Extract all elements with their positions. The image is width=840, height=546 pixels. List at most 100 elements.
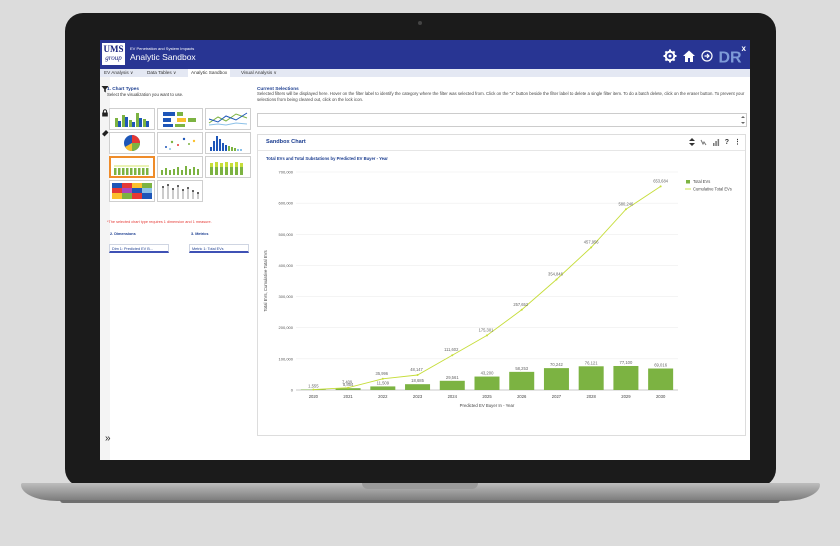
card-toolbar: ? ⋮: [688, 138, 741, 146]
bar-data-label: 18,685: [411, 378, 424, 383]
bar-data-label: 69,016: [654, 363, 667, 368]
bar: [405, 384, 431, 390]
brand-text: DR: [718, 49, 742, 67]
sort-icon[interactable]: [688, 138, 695, 146]
line-point: [659, 185, 662, 188]
line-data-label: 580,246: [619, 201, 635, 206]
line-data-label: 257,652: [513, 302, 529, 307]
main-nav: EV Analysis ∨ Data Tables ∨ Analytic San…: [100, 69, 750, 77]
bar-data-label: 70,242: [550, 362, 563, 367]
nav-ev-analysis[interactable]: EV Analysis ∨: [104, 70, 134, 75]
lock-icon[interactable]: [101, 109, 109, 117]
line-point: [347, 386, 350, 389]
legend-label: Total EVs: [693, 179, 710, 184]
left-rail: »: [100, 77, 111, 460]
laptop-base: [21, 483, 820, 501]
expand-panel-icon[interactable]: »: [105, 433, 111, 444]
chart-toggle-icon[interactable]: [712, 138, 720, 146]
app-header: UMS group EV Penetration and System Impa…: [100, 40, 750, 69]
home-icon[interactable]: [682, 49, 696, 63]
selections-box[interactable]: [257, 113, 747, 127]
y-tick-label: 300,000: [279, 294, 294, 299]
combo-chart: 0 100,000 200,000 300,000 400,000 500,000 600,…: [263, 170, 732, 409]
line-data-label: 7,409: [342, 380, 353, 385]
logout-icon[interactable]: [701, 50, 714, 62]
y-tick-label: 700,000: [279, 170, 294, 175]
bar-data-label: 11,509: [377, 380, 390, 385]
line-data-label: 48,147: [410, 367, 423, 372]
y-tick-label: 200,000: [279, 325, 294, 330]
current-selections-title: Current Selections: [257, 86, 299, 91]
nav-data-tables[interactable]: Data Tables ∨: [147, 70, 177, 75]
sandbox-chart-card: Sandbox Chart ? ⋮ Total EVs and Total Su…: [257, 134, 746, 436]
y-tick-label: 100,000: [279, 356, 294, 361]
chart-types-text: Select the visualization you want to use…: [107, 92, 184, 97]
bar-data-label: 58,253: [515, 366, 528, 371]
x-tick-label: 2027: [552, 394, 562, 399]
bar-data-label: 77,100: [620, 360, 633, 365]
line-point: [451, 354, 454, 357]
line-point: [590, 246, 593, 249]
laptop-foot: [60, 500, 780, 503]
line-point: [312, 388, 315, 391]
legend-label: Cumulative Total EVs: [693, 187, 732, 192]
x-tick-label: 2022: [378, 394, 388, 399]
camera-dot: [418, 21, 422, 25]
thumb-grouped-bar[interactable]: [157, 156, 203, 178]
bar: [613, 365, 639, 390]
y-tick-label: 500,000: [279, 232, 294, 237]
thumb-bar-chart[interactable]: [109, 108, 155, 130]
nav-visual-analysis[interactable]: Visual Analysis ∨: [241, 70, 277, 75]
y-axis-title: Total EVs, Cumulative Total EVs: [263, 250, 268, 311]
bar: [648, 368, 674, 390]
x-tick-label: 2028: [587, 394, 597, 399]
thumb-histogram[interactable]: [205, 132, 251, 154]
line-data-label: 354,846: [548, 271, 564, 276]
thumb-horizontal-bar[interactable]: [157, 108, 203, 130]
brand-sup: x: [741, 44, 746, 53]
x-tick-label: 2025: [482, 394, 492, 399]
current-selections-text: Selected filters will be displayed here.…: [257, 91, 745, 102]
nav-analytic-sandbox[interactable]: Analytic Sandbox: [188, 69, 231, 77]
thumb-bar-line-combo[interactable]: [109, 156, 155, 178]
bar-data-label: 29,561: [446, 375, 459, 380]
dimensions-title: 2. Dimensions: [110, 232, 136, 236]
line-point: [624, 208, 627, 211]
gear-icon[interactable]: [663, 49, 677, 63]
help-icon[interactable]: ?: [724, 138, 729, 146]
bar: [474, 376, 500, 390]
line-point: [486, 334, 488, 337]
bar: [370, 386, 396, 390]
app-title: Analytic Sandbox: [130, 52, 196, 62]
chart-title: Total EVs and Total Substations by Predi…: [266, 156, 388, 161]
logo-line2: group: [105, 54, 122, 62]
metric-pill[interactable]: Metric 1: Total EVs: [189, 244, 249, 253]
x-tick-label: 2030: [656, 394, 666, 399]
eraser-icon[interactable]: [101, 129, 109, 137]
legend-swatch-bars: [686, 180, 690, 184]
filter-icon[interactable]: [101, 85, 109, 93]
ums-logo: UMS group: [102, 43, 125, 65]
line-point: [416, 374, 419, 377]
more-options-icon[interactable]: ⋮: [734, 139, 741, 146]
thumb-heatmap[interactable]: [109, 180, 155, 202]
export-icon[interactable]: [700, 139, 707, 146]
line-point: [555, 278, 558, 281]
y-tick-label: 600,000: [279, 201, 294, 206]
dimension-pill[interactable]: Dim 1: Predicted EV B...: [109, 244, 169, 253]
thumb-lollipop-chart[interactable]: [157, 180, 203, 202]
line-data-label: 35,996: [376, 371, 389, 376]
thumb-stacked-bar[interactable]: [205, 156, 251, 178]
bar: [335, 388, 361, 390]
scroll-arrows-icon[interactable]: [741, 115, 745, 125]
laptop-notch: [362, 483, 478, 489]
thumb-pie-chart[interactable]: [109, 132, 155, 154]
x-tick-label: 2024: [448, 394, 458, 399]
header-icons: DRx: [663, 44, 746, 67]
x-tick-label: 2029: [621, 394, 631, 399]
line-data-label: 111,602: [444, 347, 459, 352]
line-data-label: 175,301: [479, 327, 495, 332]
thumb-scatter-chart[interactable]: [157, 132, 203, 154]
bar-data-label: 76,121: [585, 360, 598, 365]
thumb-line-chart[interactable]: [205, 108, 251, 130]
